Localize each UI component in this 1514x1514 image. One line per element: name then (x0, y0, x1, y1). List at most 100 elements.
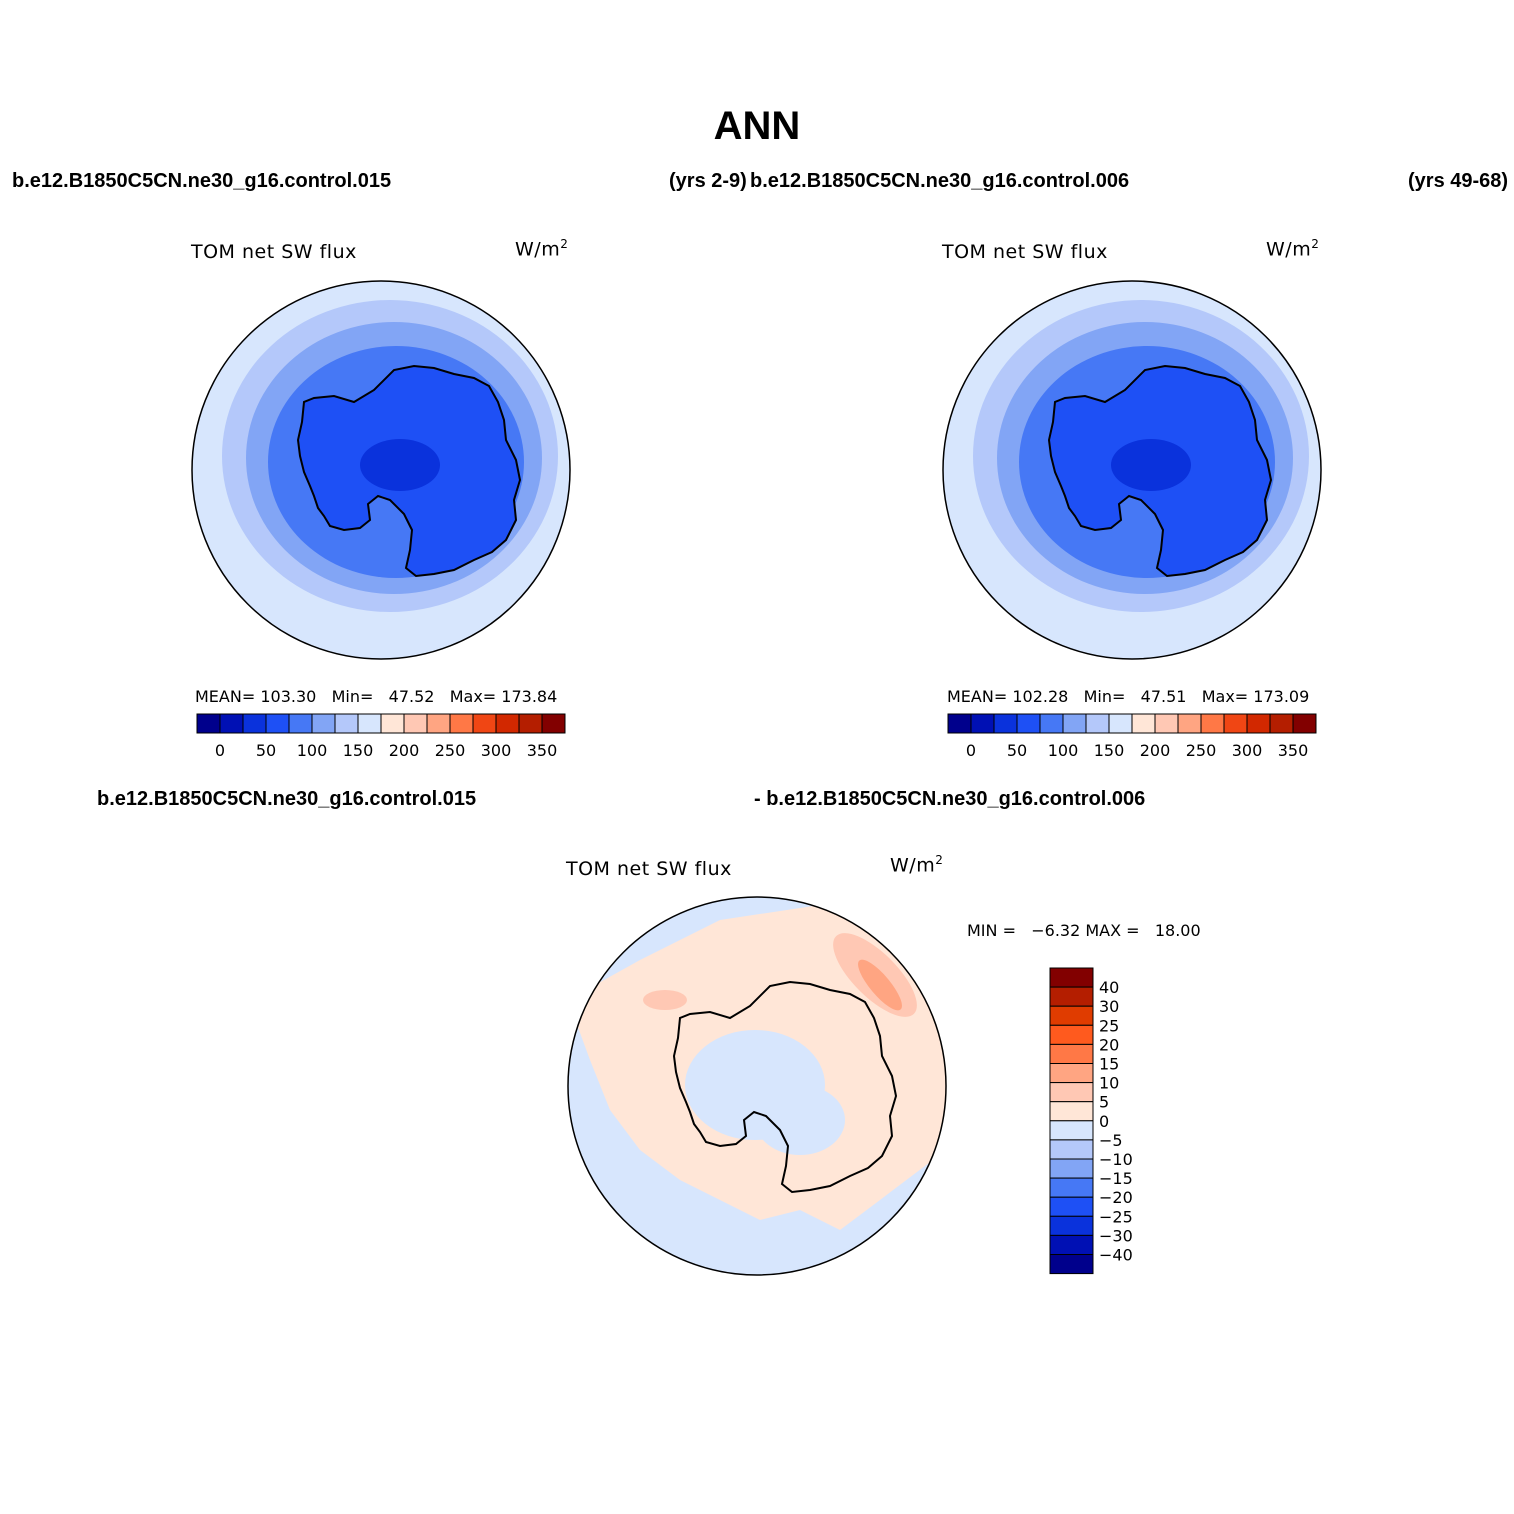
panel1-map-border (191, 280, 571, 660)
cbd-box-10 (1049, 1158, 1094, 1179)
map-panel-1 (191, 280, 571, 660)
cb2-box-13 (1246, 713, 1271, 734)
cbd-tick-10: −15 (1099, 1169, 1133, 1188)
cb2-box-9 (1154, 713, 1179, 734)
panel1-stats: MEAN= 103.30 Min= 47.52 Max= 173.84 (195, 687, 558, 706)
panel1-title: TOM net SW flux (191, 241, 357, 263)
cb2-box-6 (1085, 713, 1110, 734)
cb1-tick-6: 300 (481, 741, 512, 760)
cbd-tick-7: 0 (1099, 1112, 1109, 1131)
cb1-box-9 (403, 713, 428, 734)
cb2-box-5 (1062, 713, 1087, 734)
cbd-tick-0: 40 (1099, 978, 1119, 997)
cbd-box-6 (1049, 1082, 1094, 1103)
cbd-box-1 (1049, 986, 1094, 1007)
panel3-units: W/m2 (890, 853, 944, 877)
header-years2: (yrs 49-68) (1408, 170, 1509, 192)
header-case2: b.e12.B1850C5CN.ne30_g16.control.006 (750, 170, 1130, 192)
diff-field-neg-interior-2 (755, 1085, 845, 1155)
cb1-tick-3: 150 (343, 741, 374, 760)
cb1-tick-0: 0 (215, 741, 225, 760)
cb2-box-2 (993, 713, 1018, 734)
cb1-box-2 (242, 713, 267, 734)
cb1-box-7 (357, 713, 382, 734)
cb2-tick-2: 100 (1048, 741, 1079, 760)
header-years1: (yrs 2-9) (669, 170, 747, 192)
panel1-field-plateau (360, 439, 440, 491)
diff-header-case1: b.e12.B1850C5CN.ne30_g16.control.015 (97, 788, 477, 810)
panel1-units: W/m2 (515, 237, 569, 261)
cbd-tick-13: −30 (1099, 1226, 1133, 1245)
cb1-box-13 (495, 713, 520, 734)
cb2-box-15 (1292, 713, 1317, 734)
cb2-box-12 (1223, 713, 1248, 734)
cbd-tick-8: −5 (1099, 1131, 1123, 1150)
cb2-tick-6: 300 (1232, 741, 1263, 760)
cbd-tick-4: 15 (1099, 1055, 1119, 1074)
cbd-box-12 (1049, 1196, 1094, 1217)
cb1-box-6 (334, 713, 359, 734)
cb1-box-0 (196, 713, 221, 734)
cbd-tick-5: 10 (1099, 1074, 1119, 1093)
cbd-box-8 (1049, 1120, 1094, 1141)
figure-title: ANN (713, 104, 801, 148)
cbd-tick-11: −20 (1099, 1188, 1133, 1207)
cbd-tick-3: 20 (1099, 1035, 1119, 1054)
cb2-box-14 (1269, 713, 1294, 734)
panel2-map-border (942, 280, 1322, 660)
cb2-box-4 (1039, 713, 1064, 734)
cbd-tick-12: −25 (1099, 1207, 1133, 1226)
cbd-tick-1: 30 (1099, 997, 1119, 1016)
panel3-title: TOM net SW flux (566, 858, 732, 880)
panel2-units: W/m2 (1266, 237, 1320, 261)
cbd-box-0 (1049, 967, 1094, 988)
cbd-box-15 (1049, 1254, 1094, 1275)
cbd-tick-9: −10 (1099, 1150, 1133, 1169)
cb2-tick-1: 50 (1007, 741, 1027, 760)
cb1-tick-2: 100 (297, 741, 328, 760)
cb2-box-10 (1177, 713, 1202, 734)
cb2-tick-0: 0 (966, 741, 976, 760)
diff-map-border (567, 896, 947, 1276)
cbd-box-3 (1049, 1024, 1094, 1045)
cb2-box-1 (970, 713, 995, 734)
cb2-tick-4: 200 (1140, 741, 1171, 760)
cbd-tick-2: 25 (1099, 1016, 1119, 1035)
cb2-box-3 (1016, 713, 1041, 734)
cb2-box-7 (1108, 713, 1133, 734)
cbd-box-7 (1049, 1101, 1094, 1122)
cbd-box-13 (1049, 1215, 1094, 1236)
header-case1: b.e12.B1850C5CN.ne30_g16.control.015 (12, 170, 392, 192)
cbd-box-5 (1049, 1063, 1094, 1084)
cb1-box-12 (472, 713, 497, 734)
cb1-box-11 (449, 713, 474, 734)
diff-field-pos15 (858, 959, 902, 1011)
cbd-tick-14: −40 (1099, 1246, 1133, 1265)
colorbar-panel2: 0 50 100 150 200 250 300 350 (947, 713, 1317, 760)
cb1-box-1 (219, 713, 244, 734)
map-panel-2 (942, 280, 1322, 660)
diff-field-pos10-west (643, 990, 687, 1010)
cbd-box-4 (1049, 1043, 1094, 1065)
cb1-box-10 (426, 713, 451, 734)
diff-header-case2: - b.e12.B1850C5CN.ne30_g16.control.006 (754, 788, 1146, 810)
cbd-tick-6: 5 (1099, 1093, 1109, 1112)
panel2-field-plateau (1111, 439, 1191, 491)
cb1-box-8 (380, 713, 405, 734)
cb1-tick-4: 200 (389, 741, 420, 760)
cbd-box-9 (1049, 1139, 1094, 1160)
cb1-box-3 (265, 713, 290, 734)
cb1-box-15 (541, 713, 566, 734)
cb1-box-4 (288, 713, 313, 734)
panel3-stats: MIN = −6.32 MAX = 18.00 (967, 921, 1201, 940)
cb2-box-0 (947, 713, 972, 734)
cb2-tick-3: 150 (1094, 741, 1125, 760)
cb1-tick-7: 350 (527, 741, 558, 760)
panel2-title: TOM net SW flux (942, 241, 1108, 263)
cbd-box-2 (1049, 1005, 1094, 1026)
map-panel-diff (567, 896, 947, 1276)
cb1-box-14 (518, 713, 543, 734)
cb1-box-5 (311, 713, 336, 734)
